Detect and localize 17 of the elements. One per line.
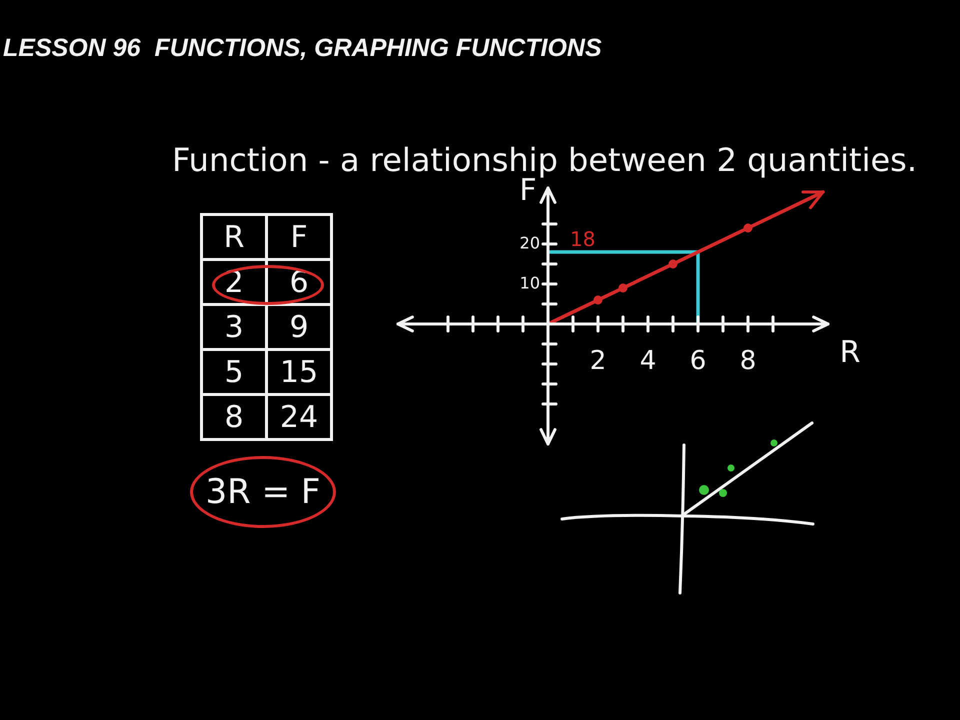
text: F	[266, 214, 332, 260]
x-axis-title: R	[840, 335, 860, 370]
category-label: 3	[202, 304, 266, 350]
x-tick-label: 6	[690, 346, 706, 376]
data-label: 24	[266, 394, 332, 440]
category-label: 8	[202, 394, 266, 440]
x-tick-label: 8	[740, 346, 756, 376]
x-tick-label: 2	[590, 346, 606, 376]
x-tick-label: 4	[640, 346, 656, 376]
y-tick-label: 20	[520, 233, 540, 252]
category-label: 5	[202, 350, 266, 394]
text: R	[202, 214, 266, 260]
data-label: 15	[266, 350, 332, 394]
oval-outline: 3R = F	[190, 456, 336, 528]
data-label: 9	[266, 304, 332, 350]
chart-title: LESSON 96 FUNCTIONS, GRAPHING FUNCTIONS	[3, 34, 602, 63]
y-tick-label: 10	[520, 273, 540, 292]
